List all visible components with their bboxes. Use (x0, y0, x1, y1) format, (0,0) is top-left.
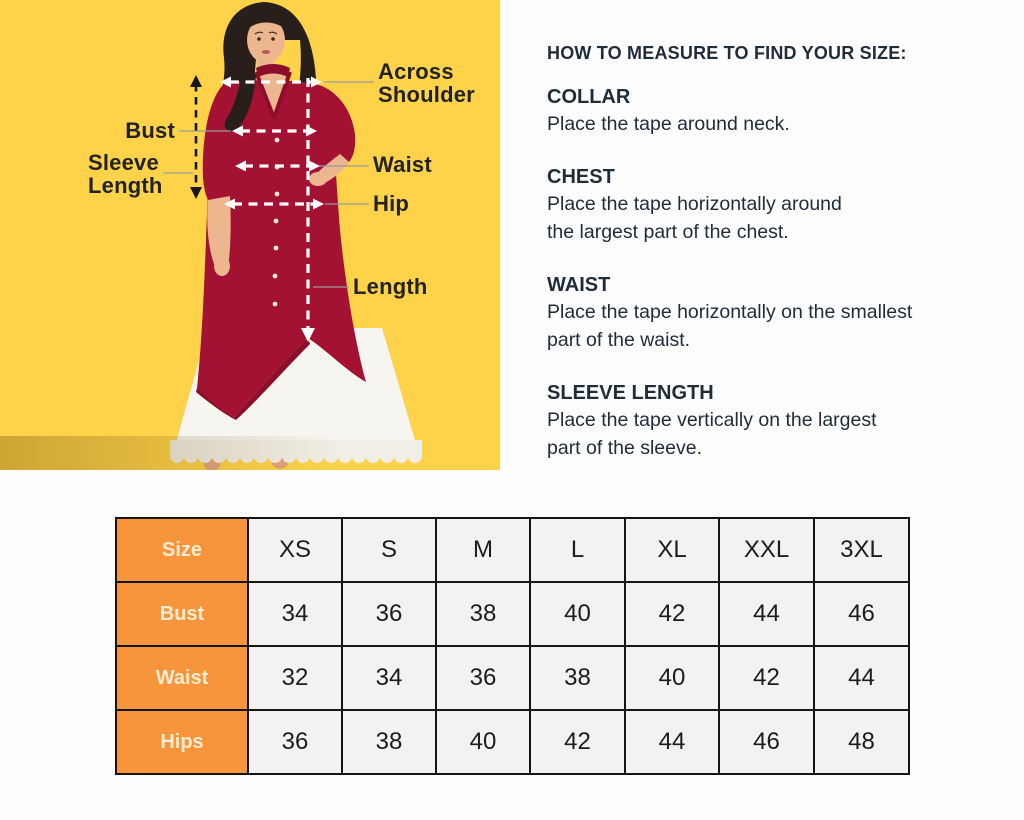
bust-value-cell: 38 (435, 581, 531, 647)
bust-value-cell: 40 (529, 581, 626, 647)
instruction-section-collar: COLLAR Place the tape around neck. (547, 84, 987, 138)
waist-value-cell: 38 (529, 645, 626, 711)
size-xl-cell: XL (624, 517, 720, 583)
bust-value-cell: 42 (624, 581, 720, 647)
length-label: Length (353, 274, 428, 299)
waist-value-cell: 42 (718, 645, 815, 711)
waist-arrowhead-left-icon (235, 160, 246, 172)
waist-heading: WAIST (547, 274, 611, 296)
how-to-measure-panel: HOW TO MEASURE TO FIND YOUR SIZE: COLLAR… (547, 40, 987, 488)
bust-arrowhead-right-icon (306, 125, 317, 137)
sleeve-length-arrowhead-up-icon (190, 75, 202, 87)
chest-heading: CHEST (547, 166, 615, 188)
sleeve-length-label: Sleeve Length (88, 150, 163, 198)
waist-label: Waist (373, 152, 432, 177)
size-header-cell: Size (115, 517, 249, 583)
table-row-bust: Bust 34 36 38 40 42 44 46 (115, 581, 910, 647)
bust-row-header: Bust (115, 581, 249, 647)
instruction-section-waist: WAIST Place the tape horizontally on the… (547, 272, 987, 354)
waist-value-cell: 44 (813, 645, 910, 711)
size-xs-cell: XS (247, 517, 343, 583)
chest-text: Place the tape horizontally around the l… (547, 193, 842, 243)
bust-label: Bust (125, 118, 175, 143)
hip-label: Hip (373, 191, 410, 216)
hips-value-cell: 48 (813, 709, 910, 775)
hip-arrowhead-right-icon (313, 198, 324, 210)
waist-row-header: Waist (115, 645, 249, 711)
across-shoulder-label: Across Shoulder (378, 59, 475, 107)
size-chart-table: Size XS S M L XL XXL 3XL Bust 34 36 38 4… (115, 517, 910, 775)
table-row-hips: Hips 36 38 40 42 44 46 48 (115, 709, 910, 775)
hips-value-cell: 36 (247, 709, 343, 775)
size-m-cell: M (435, 517, 531, 583)
bust-value-cell: 36 (341, 581, 437, 647)
waist-arrowhead-right-icon (309, 160, 320, 172)
size-s-cell: S (341, 517, 437, 583)
hips-value-cell: 42 (529, 709, 626, 775)
waist-value-cell: 32 (247, 645, 343, 711)
hips-value-cell: 44 (624, 709, 720, 775)
waist-value-cell: 40 (624, 645, 720, 711)
bust-value-cell: 44 (718, 581, 815, 647)
sleeve-length-text: Place the tape vertically on the largest… (547, 409, 877, 459)
across-shoulder-arrowhead-left-icon (220, 76, 231, 88)
table-row-waist: Waist 32 34 36 38 40 42 44 (115, 645, 910, 711)
instruction-section-sleeve-length: SLEEVE LENGTH Place the tape vertically … (547, 380, 987, 462)
hips-row-header: Hips (115, 709, 249, 775)
instructions-title: HOW TO MEASURE TO FIND YOUR SIZE: (547, 43, 907, 63)
hips-value-cell: 46 (718, 709, 815, 775)
bust-value-cell: 34 (247, 581, 343, 647)
bust-arrowhead-left-icon (232, 125, 243, 137)
collar-text: Place the tape around neck. (547, 113, 790, 135)
size-3xl-cell: 3XL (813, 517, 910, 583)
length-arrowhead-down-icon (301, 328, 315, 342)
collar-heading: COLLAR (547, 86, 631, 108)
waist-value-cell: 34 (341, 645, 437, 711)
sleeve-length-heading: SLEEVE LENGTH (547, 382, 714, 404)
measurement-arrows (163, 75, 374, 342)
size-l-cell: L (529, 517, 626, 583)
waist-value-cell: 36 (435, 645, 531, 711)
bust-value-cell: 46 (813, 581, 910, 647)
measurement-diagram: Across Shoulder Bust Sleeve Length Waist… (0, 0, 500, 470)
across-shoulder-arrowhead-right-icon (311, 76, 322, 88)
size-xxl-cell: XXL (718, 517, 815, 583)
hips-value-cell: 40 (435, 709, 531, 775)
table-row-sizes: Size XS S M L XL XXL 3XL (115, 517, 910, 583)
sleeve-length-arrowhead-down-icon (190, 187, 202, 199)
instruction-section-chest: CHEST Place the tape horizontally around… (547, 164, 987, 246)
hips-value-cell: 38 (341, 709, 437, 775)
hip-arrowhead-left-icon (224, 198, 235, 210)
waist-text: Place the tape horizontally on the small… (547, 301, 913, 351)
